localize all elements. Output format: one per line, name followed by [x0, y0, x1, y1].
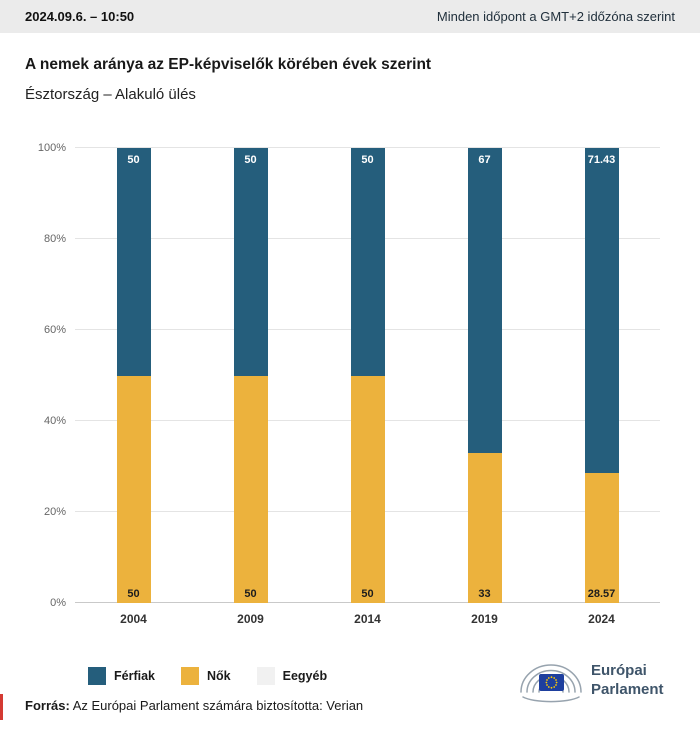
chart-legend: Férfiak Nők Eegyéb: [88, 667, 327, 685]
chart-subtitle: Észtország – Alakuló ülés: [25, 86, 196, 103]
data-label: 50: [127, 588, 140, 600]
bar-segment-Nők[interactable]: 50: [233, 375, 268, 603]
legend-label: Nők: [207, 669, 231, 683]
x-tick-label: 2024: [588, 612, 615, 626]
y-tick-label: 40%: [43, 415, 66, 427]
bar-segment-Férfiak[interactable]: 50: [350, 148, 385, 376]
bar-segment-Nők[interactable]: 33: [467, 452, 502, 603]
data-label: 50: [244, 588, 257, 600]
legend-label: Férfiak: [114, 669, 155, 683]
gridline: [75, 147, 660, 148]
x-tick-label: 2019: [471, 612, 498, 626]
plot-area: 50 50 50 50 50 50 67 33 71.43 28.57: [75, 147, 660, 603]
bar-2009[interactable]: 50 50: [192, 148, 309, 603]
data-label: 28.57: [587, 587, 616, 600]
bar-segment-Férfiak[interactable]: 67: [467, 148, 502, 453]
legend-item-Nők[interactable]: Nők: [181, 667, 231, 685]
data-label: 67: [478, 154, 491, 166]
europai-parlament-logo: Európai Parlament: [520, 662, 664, 703]
legend-swatch: [181, 667, 199, 685]
report-datetime: 2024.09.6. – 10:50: [25, 9, 135, 24]
data-label: 33: [478, 587, 491, 600]
source-note: Forrás: Az Európai Parlament számára biz…: [25, 698, 363, 713]
data-label: 50: [361, 588, 374, 600]
x-axis: 2004 2009 2014 2019 2024: [75, 612, 660, 626]
bars-container: 50 50 50 50 50 50 67 33 71.43 28.57: [75, 148, 660, 603]
bar-segment-Férfiak[interactable]: 50: [233, 148, 268, 376]
source-label: Forrás:: [25, 698, 70, 713]
x-tick-label: 2004: [120, 612, 147, 626]
bar-segment-Nők[interactable]: 28.57: [584, 473, 619, 603]
x-tick-label: 2014: [354, 612, 381, 626]
bar-segment-Férfiak[interactable]: 71.43: [584, 148, 619, 473]
chart-title: A nemek aránya az EP-képviselők körében …: [25, 56, 432, 73]
bar-segment-Nők[interactable]: 50: [350, 375, 385, 603]
bar-segment-Nők[interactable]: 50: [116, 375, 151, 603]
legend-item-Férfiak[interactable]: Férfiak: [88, 667, 155, 685]
bar-2014[interactable]: 50 50: [309, 148, 426, 603]
legend-swatch: [256, 667, 275, 685]
legend-item-Eegyéb[interactable]: Eegyéb: [256, 667, 328, 685]
y-tick-label: 80%: [43, 233, 66, 245]
data-label: 50: [127, 154, 140, 166]
logo-text-line2: Parlament: [591, 681, 664, 698]
y-axis: 0% 20% 40% 60% 80% 100%: [0, 142, 66, 609]
accent-mark: [0, 694, 3, 720]
y-tick-label: 20%: [43, 506, 66, 518]
bar-segment-Férfiak[interactable]: 50: [116, 148, 151, 376]
bar-2019[interactable]: 67 33: [426, 148, 543, 603]
bar-2024[interactable]: 71.43 28.57: [543, 148, 660, 603]
y-tick-label: 60%: [43, 324, 66, 336]
data-label: 71.43: [587, 154, 616, 166]
eu-flag-icon: [539, 674, 564, 691]
logo-text-line1: Európai: [591, 662, 647, 679]
y-tick-label: 0%: [50, 597, 66, 609]
source-text: Az Európai Parlament számára biztosított…: [69, 698, 364, 713]
y-tick-label: 100%: [37, 142, 66, 154]
legend-swatch: [88, 667, 106, 685]
bar-2004[interactable]: 50 50: [75, 148, 192, 603]
legend-label: Eegyéb: [282, 669, 328, 683]
timezone-note: Minden időpont a GMT+2 időzóna szerint: [436, 9, 675, 24]
x-tick-label: 2009: [237, 612, 264, 626]
top-bar: 2024.09.6. – 10:50 Minden időpont a GMT+…: [0, 0, 700, 33]
data-label: 50: [361, 154, 374, 166]
data-label: 50: [244, 154, 257, 166]
